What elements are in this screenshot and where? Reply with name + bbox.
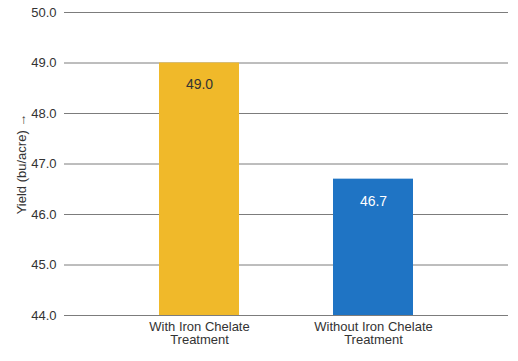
- svg-text:49.0: 49.0: [186, 76, 213, 92]
- svg-text:Yield (bu/acre) →: Yield (bu/acre) →: [14, 114, 29, 215]
- svg-text:45.0: 45.0: [31, 257, 56, 272]
- svg-text:49.0: 49.0: [31, 55, 56, 70]
- svg-text:With Iron ChelateTreatment: With Iron ChelateTreatment: [149, 319, 249, 347]
- svg-text:Without Iron ChelateTreatment: Without Iron ChelateTreatment: [314, 319, 433, 347]
- svg-text:48.0: 48.0: [31, 106, 56, 121]
- svg-text:44.0: 44.0: [31, 308, 56, 323]
- svg-text:47.0: 47.0: [31, 156, 56, 171]
- svg-text:50.0: 50.0: [31, 5, 56, 20]
- svg-text:46.0: 46.0: [31, 207, 56, 222]
- svg-text:46.7: 46.7: [360, 193, 387, 209]
